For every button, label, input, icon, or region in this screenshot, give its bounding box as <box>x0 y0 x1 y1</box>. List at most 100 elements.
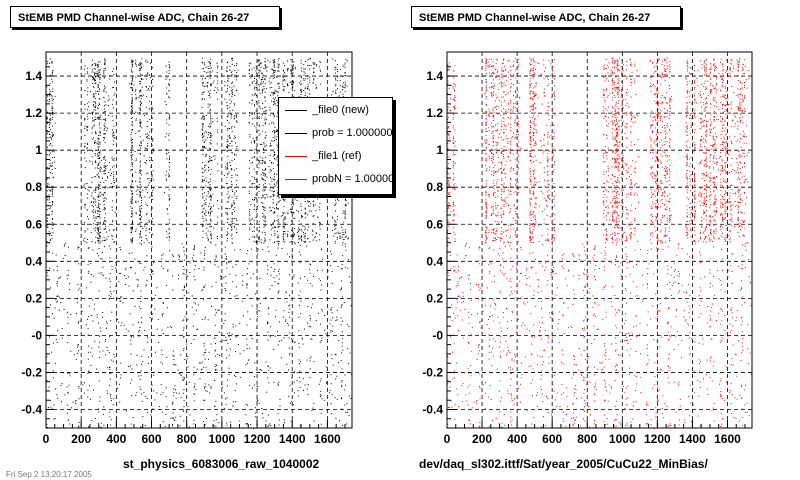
data-point <box>292 230 294 232</box>
data-point <box>450 84 452 86</box>
data-point <box>515 77 517 79</box>
data-point <box>300 62 302 64</box>
data-point <box>135 133 137 134</box>
data-point <box>289 352 291 354</box>
data-point <box>264 220 266 222</box>
data-point <box>325 333 327 335</box>
data-point <box>52 113 54 115</box>
data-point <box>272 155 274 157</box>
data-point <box>266 144 268 146</box>
data-point <box>249 180 251 182</box>
data-point <box>299 377 300 379</box>
data-point <box>146 335 148 337</box>
data-point <box>284 217 286 219</box>
data-point <box>103 119 105 121</box>
data-point <box>166 179 168 181</box>
data-point <box>149 100 150 102</box>
data-point <box>104 246 105 248</box>
data-point <box>93 206 94 208</box>
data-point <box>183 295 185 297</box>
data-point <box>77 346 79 348</box>
data-point <box>313 64 315 65</box>
data-point <box>113 174 115 176</box>
data-point <box>86 103 88 105</box>
data-point <box>131 183 133 185</box>
data-point <box>165 65 167 67</box>
data-point <box>93 71 95 73</box>
data-point <box>168 159 170 161</box>
data-point <box>264 207 266 209</box>
data-point <box>257 310 259 312</box>
data-point <box>310 338 312 340</box>
data-point <box>103 198 105 200</box>
data-point <box>108 298 110 300</box>
data-point <box>235 286 237 288</box>
data-point <box>496 108 497 110</box>
data-point <box>145 162 147 164</box>
data-point <box>112 185 114 187</box>
data-point <box>99 240 101 242</box>
data-point <box>207 230 209 232</box>
data-point <box>109 281 111 283</box>
data-point <box>266 265 268 267</box>
data-point <box>452 142 454 144</box>
data-point <box>139 233 141 234</box>
data-point <box>131 117 133 118</box>
data-point <box>219 341 221 342</box>
data-point <box>88 218 90 220</box>
data-point <box>50 93 51 95</box>
data-point <box>275 100 277 102</box>
data-point <box>207 81 209 83</box>
data-point <box>227 108 229 109</box>
data-point <box>255 70 257 72</box>
data-point <box>452 188 454 190</box>
data-point <box>139 68 141 70</box>
data-point <box>92 299 94 301</box>
data-point <box>253 88 255 90</box>
data-point <box>231 95 233 97</box>
data-point <box>112 129 113 131</box>
data-point <box>169 79 171 81</box>
data-point <box>258 74 260 76</box>
data-point <box>264 179 266 181</box>
data-point <box>204 254 205 256</box>
data-point <box>278 419 280 421</box>
data-point <box>273 65 275 67</box>
data-point <box>204 146 205 147</box>
data-point <box>86 130 88 131</box>
data-point <box>233 218 235 219</box>
data-point <box>217 67 219 69</box>
data-point <box>203 334 205 336</box>
data-point <box>234 118 235 120</box>
data-point <box>112 133 114 135</box>
data-point <box>99 242 101 244</box>
data-point <box>307 83 309 85</box>
data-point <box>202 148 204 150</box>
data-point <box>234 210 236 212</box>
data-point <box>202 154 204 156</box>
data-point <box>152 318 153 320</box>
data-point <box>202 124 204 126</box>
data-point <box>217 222 219 224</box>
data-point <box>206 227 208 229</box>
data-point <box>298 242 299 244</box>
data-point <box>235 154 237 156</box>
data-point <box>225 404 227 406</box>
data-point <box>447 156 449 158</box>
data-point <box>334 353 336 355</box>
data-point <box>299 361 301 363</box>
data-point <box>142 416 144 418</box>
data-point <box>292 197 294 199</box>
x-tick-label: 400 <box>106 432 126 446</box>
data-point <box>231 174 233 176</box>
data-point <box>110 175 112 177</box>
data-point <box>260 117 262 119</box>
data-point <box>247 362 249 364</box>
data-point <box>202 123 204 124</box>
data-point <box>202 78 204 80</box>
data-point <box>145 106 147 108</box>
data-point <box>226 231 228 233</box>
data-point <box>344 66 346 68</box>
data-point <box>231 229 233 231</box>
data-point <box>131 60 133 62</box>
